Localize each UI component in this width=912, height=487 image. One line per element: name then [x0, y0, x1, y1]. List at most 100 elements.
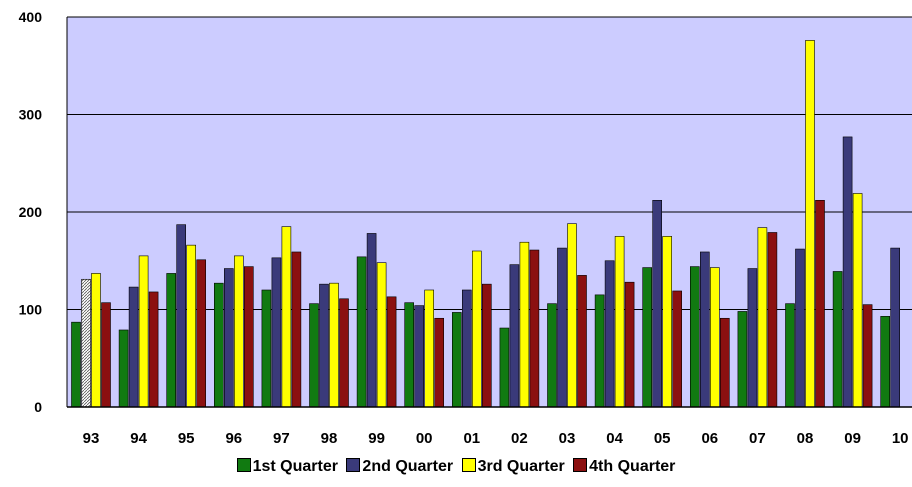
bar-1st-quarter-01 [451, 312, 462, 408]
bar-2nd-quarter-02 [509, 264, 520, 408]
legend-label: 2nd Quarter [362, 458, 454, 475]
bar-2nd-quarter-93 [81, 278, 91, 408]
bar-4th-quarter-93 [101, 302, 111, 408]
bar-3rd-quarter-93 [91, 273, 101, 408]
bar-3rd-quarter-04 [614, 236, 625, 408]
x-tick-label: 04 [606, 430, 623, 447]
x-tick-label: 09 [844, 430, 861, 447]
bar-1st-quarter-93 [71, 321, 81, 408]
legend-item-4th-quarter: 4th Quarter [573, 458, 675, 476]
bar-2nd-quarter-03 [557, 247, 567, 408]
bar-3rd-quarter-01 [471, 250, 482, 408]
x-tick-label: 95 [178, 430, 195, 447]
x-tick-label: 03 [559, 430, 576, 447]
bar-2nd-quarter-04 [604, 260, 615, 408]
x-tick-label: 02 [511, 430, 528, 447]
bar-3rd-quarter-99 [376, 262, 387, 408]
bar-3rd-quarter-94 [138, 255, 149, 408]
axes [66, 17, 912, 408]
bar-3rd-quarter-00 [424, 289, 435, 408]
bar-1st-quarter-95 [166, 273, 176, 408]
bar-3rd-quarter-09 [852, 193, 863, 408]
bar-2nd-quarter-97 [271, 257, 282, 408]
bar-1st-quarter-98 [309, 303, 319, 408]
bar-1st-quarter-08 [785, 303, 795, 408]
bar-1st-quarter-00 [404, 302, 415, 408]
x-tick-label: 08 [797, 430, 814, 447]
bar-3rd-quarter-97 [281, 226, 292, 408]
bar-3rd-quarter-02 [519, 241, 530, 408]
bar-1st-quarter-05 [642, 267, 653, 408]
bar-1st-quarter-97 [261, 289, 272, 408]
bar-2nd-quarter-08 [795, 248, 805, 408]
x-axis-ticks: 93 94 95 96 97 98 99 00 01 02 03 04 05 06 07 08 09 10 [83, 430, 909, 447]
bar-4th-quarter-94 [148, 291, 159, 408]
y-tick-label: 0 [34, 399, 42, 415]
bar-1st-quarter-06 [689, 266, 700, 408]
bars [71, 40, 901, 408]
bar-4th-quarter-06 [719, 317, 730, 408]
x-tick-label: 96 [225, 430, 242, 447]
bar-1st-quarter-99 [356, 256, 367, 408]
bar-1st-quarter-03 [547, 303, 557, 408]
x-tick-label: 97 [273, 430, 290, 447]
y-tick-label: 300 [19, 107, 43, 123]
legend-label: 3rd Quarter [477, 458, 565, 475]
legend-item-2nd-quarter: 2nd Quarter [346, 458, 453, 476]
bar-3rd-quarter-95 [186, 244, 196, 408]
bar-3rd-quarter-03 [567, 223, 577, 408]
bar-4th-quarter-98 [339, 298, 349, 408]
bar-4th-quarter-09 [862, 304, 873, 408]
bar-3rd-quarter-08 [805, 40, 815, 408]
bar-1st-quarter-94 [118, 329, 129, 408]
x-tick-label: 00 [416, 430, 433, 447]
bar-2nd-quarter-98 [319, 283, 329, 408]
bar-4th-quarter-95 [196, 259, 206, 408]
y-tick-label: 100 [19, 302, 43, 318]
legend-label: 4th Quarter [589, 458, 676, 475]
bar-1st-quarter-96 [214, 282, 224, 408]
bar-2nd-quarter-00 [414, 305, 425, 408]
bar-1st-quarter-02 [499, 327, 510, 408]
bar-2nd-quarter-06 [699, 251, 710, 408]
legend-swatch-2nd-quarter [346, 458, 361, 472]
x-tick-label: 10 [892, 430, 909, 447]
bar-4th-quarter-05 [672, 290, 683, 408]
x-tick-label: 06 [701, 430, 718, 447]
bar-4th-quarter-99 [386, 296, 397, 408]
legend-label: 1st Quarter [252, 458, 338, 475]
bar-2nd-quarter-01 [461, 289, 472, 408]
bar-3rd-quarter-96 [234, 255, 244, 408]
bar-4th-quarter-08 [815, 200, 825, 408]
y-tick-label: 200 [19, 204, 43, 220]
bar-2nd-quarter-07 [747, 268, 758, 408]
bar-2nd-quarter-94 [128, 286, 139, 408]
legend-swatch-4th-quarter [573, 458, 588, 472]
bar-3rd-quarter-07 [757, 227, 768, 408]
bar-4th-quarter-96 [244, 266, 254, 408]
bar-3rd-quarter-98 [329, 282, 339, 408]
x-tick-label: 07 [749, 430, 766, 447]
legend-item-3rd-quarter: 3rd Quarter [461, 458, 565, 476]
y-tick-label: 400 [19, 9, 43, 25]
bar-4th-quarter-02 [529, 249, 540, 408]
bar-4th-quarter-01 [481, 283, 492, 408]
bar-4th-quarter-04 [624, 281, 635, 408]
legend-swatch-1st-quarter [236, 458, 251, 472]
y-axis-ticks: 0 100 200 300 400 [19, 9, 43, 415]
bar-2nd-quarter-99 [366, 233, 377, 408]
bar-1st-quarter-09 [832, 271, 843, 408]
bar-4th-quarter-07 [767, 232, 778, 408]
bar-1st-quarter-07 [737, 311, 748, 408]
bar-1st-quarter-04 [594, 294, 605, 408]
bar-4th-quarter-03 [577, 275, 587, 408]
x-tick-label: 93 [83, 430, 100, 447]
x-tick-label: 05 [654, 430, 671, 447]
bar-2nd-quarter-09 [842, 136, 853, 408]
legend-item-1st-quarter: 1st Quarter [236, 458, 338, 476]
bar-2nd-quarter-10 [890, 247, 901, 408]
bar-1st-quarter-10 [880, 316, 891, 408]
x-tick-label: 99 [368, 430, 385, 447]
